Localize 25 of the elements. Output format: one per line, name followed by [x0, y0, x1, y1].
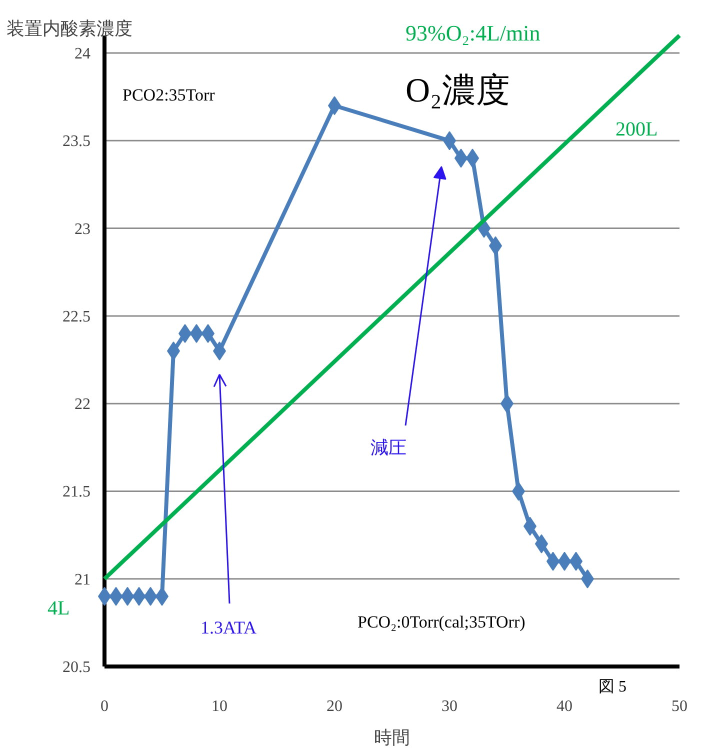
y-tick-label: 22	[74, 396, 90, 414]
x-axis-title: 時間	[374, 728, 410, 748]
annotation: 1.3ATA	[200, 618, 257, 638]
annotation: 200L	[616, 118, 658, 140]
x-tick-label: 30	[442, 698, 458, 715]
y-tick-label: 24	[74, 46, 90, 63]
y-axis-title: 装置内酸素濃度	[6, 18, 132, 38]
y-tick-label: 23.5	[62, 133, 90, 150]
y-tick-label: 22.5	[62, 308, 90, 326]
text: 4L	[48, 598, 70, 620]
annotation: O₂濃度	[406, 72, 510, 110]
caption: 図 5	[598, 678, 626, 696]
x-tick-label: 40	[556, 698, 572, 715]
annotation: PCO₂:0Torr(cal;35TOrr)	[358, 612, 526, 632]
x-tick-label: 50	[672, 698, 688, 715]
x-tick-label: 0	[100, 698, 108, 715]
y-tick-label: 21.5	[62, 484, 90, 501]
y-tick-label: 21	[74, 571, 90, 588]
x-tick-label: 20	[326, 698, 342, 715]
x-tick-label: 10	[212, 698, 228, 715]
y-tick-label: 20.5	[62, 659, 90, 676]
annotation: 減圧	[370, 438, 406, 458]
annotation: 93%O₂:4L/min	[406, 20, 540, 46]
y-tick-label: 23	[74, 220, 90, 238]
annotation: PCO2:35Torr	[122, 86, 216, 104]
